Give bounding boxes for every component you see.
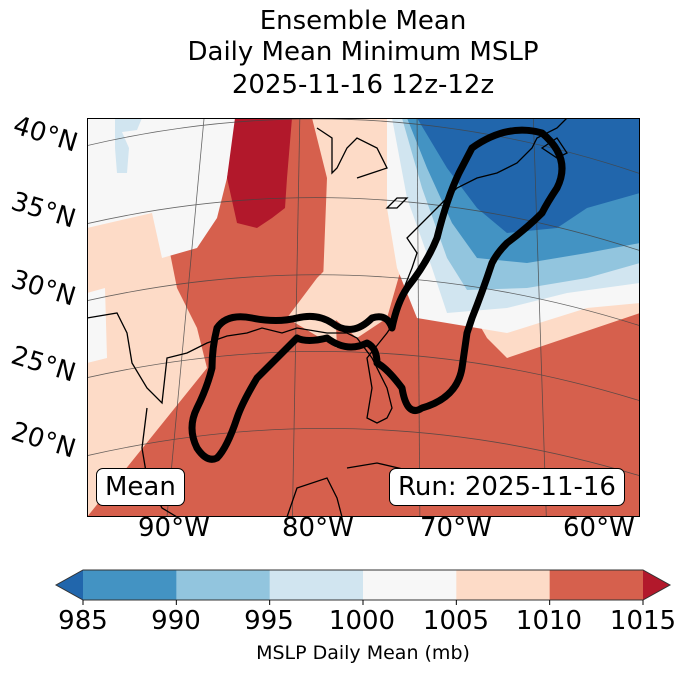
colorbar-tick-1010: 1010: [515, 606, 583, 636]
colorbar-bin-1000-1005: [363, 570, 457, 600]
colorbar-tick-1000: 1000: [328, 606, 396, 636]
meridian-70w: [416, 118, 421, 517]
title-line-3: 2025-11-16 12z-12z: [231, 70, 495, 100]
mean-label-box: Mean: [96, 468, 185, 506]
colorbar: [54, 569, 672, 605]
title-line-1: Ensemble Mean: [259, 6, 467, 36]
lat-label-25n: 25°N: [7, 340, 80, 389]
colorbar-bin-990-995: [176, 570, 271, 600]
pressure-map: [87, 118, 640, 517]
colorbar-bin-995-1000: [269, 570, 364, 600]
map-frame: [87, 118, 640, 517]
colorbar-bin-1005-1010: [456, 570, 551, 600]
lon-label-60w: 60°W: [563, 513, 635, 543]
colorbar-tick-1005: 1005: [422, 606, 490, 636]
colorbar-extend-low: [56, 570, 83, 600]
colorbar-label: MSLP Daily Mean (mb): [256, 642, 470, 664]
colorbar-tick-990: 990: [151, 606, 201, 636]
parallel-25n: [87, 351, 640, 402]
meridian-90w: [166, 118, 205, 517]
field-1000-1005-west2: [87, 288, 107, 363]
meridian-80w: [291, 118, 301, 517]
colorbar-extend-high: [643, 570, 670, 600]
parallel-30n: [87, 274, 640, 327]
lat-label-40n: 40°N: [9, 110, 82, 159]
run-date-box: Run: 2025-11-16: [389, 468, 625, 506]
yucatan-coastline: [286, 477, 343, 517]
lat-label-30n: 30°N: [7, 264, 80, 313]
parallel-35n: [87, 197, 640, 252]
field-995-1000-west: [115, 118, 142, 173]
lat-label-20n: 20°N: [7, 416, 80, 465]
meridian-60w: [532, 118, 547, 517]
lat-label-35n: 35°N: [7, 186, 80, 235]
colorbar-tick-995: 995: [244, 606, 294, 636]
parallel-20n: [87, 427, 640, 477]
parallel-40n: [87, 118, 640, 175]
lon-label-80w: 80°W: [282, 513, 354, 543]
colorbar-bin-985-990: [83, 570, 177, 600]
colorbar-tick-985: 985: [58, 606, 108, 636]
graticule: [87, 118, 640, 517]
great-lakes: [316, 127, 388, 179]
lake-erie: [385, 197, 409, 209]
colorbar-bin-1010-1015: [549, 570, 644, 600]
colorbar-tick-1015: 1015: [609, 606, 677, 636]
threshold-contour: [188, 126, 566, 463]
lon-label-70w: 70°W: [420, 513, 492, 543]
lon-label-90w: 90°W: [138, 513, 210, 543]
us-coastline: [87, 118, 568, 424]
title-line-2: Daily Mean Minimum MSLP: [187, 37, 539, 67]
